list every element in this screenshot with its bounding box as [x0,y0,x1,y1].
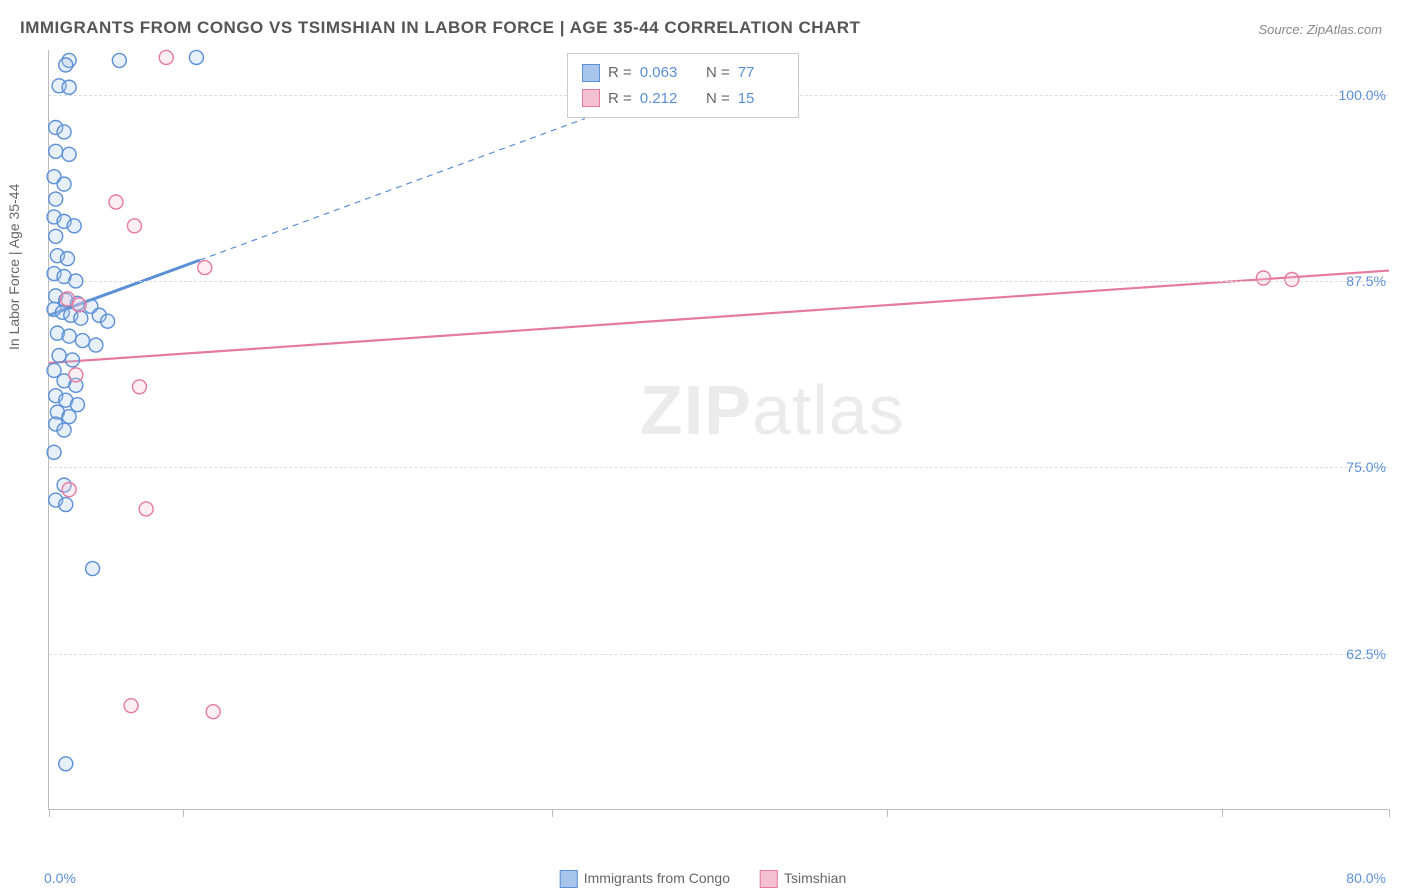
stats-row-series2: R = 0.212 N = 15 [582,86,784,112]
stats-swatch-series1 [582,64,600,82]
r-value-series2: 0.212 [640,86,686,112]
n-prefix: N = [706,60,730,86]
y-tick-label: 87.5% [1346,273,1386,289]
legend-item-series1: Immigrants from Congo [560,870,730,888]
n-prefix: N = [706,86,730,112]
n-value-series1: 77 [738,60,784,86]
chart-title: IMMIGRANTS FROM CONGO VS TSIMSHIAN IN LA… [20,18,860,38]
r-value-series1: 0.063 [640,60,686,86]
y-tick-label: 75.0% [1346,459,1386,475]
stats-legend-box: R = 0.063 N = 77 R = 0.212 N = 15 [567,53,799,118]
source-attribution: Source: ZipAtlas.com [1258,22,1382,37]
r-prefix: R = [608,86,632,112]
y-axis-label: In Labor Force | Age 35-44 [6,184,22,350]
stats-swatch-series2 [582,89,600,107]
source-value: ZipAtlas.com [1307,22,1382,37]
x-tick-label-min: 0.0% [44,870,76,886]
legend-label-series1: Immigrants from Congo [584,870,730,886]
source-prefix: Source: [1258,22,1306,37]
y-tick-label: 62.5% [1346,646,1386,662]
plot-area [48,50,1388,810]
legend-swatch-series2 [760,870,778,888]
legend-label-series2: Tsimshian [784,870,846,886]
n-value-series2: 15 [738,86,784,112]
stats-row-series1: R = 0.063 N = 77 [582,60,784,86]
y-tick-label: 100.0% [1339,87,1386,103]
chart-svg [49,50,1388,809]
bottom-legend: Immigrants from Congo Tsimshian [560,870,847,888]
r-prefix: R = [608,60,632,86]
legend-item-series2: Tsimshian [760,870,846,888]
legend-swatch-series1 [560,870,578,888]
x-tick-label-max: 80.0% [1346,870,1386,886]
